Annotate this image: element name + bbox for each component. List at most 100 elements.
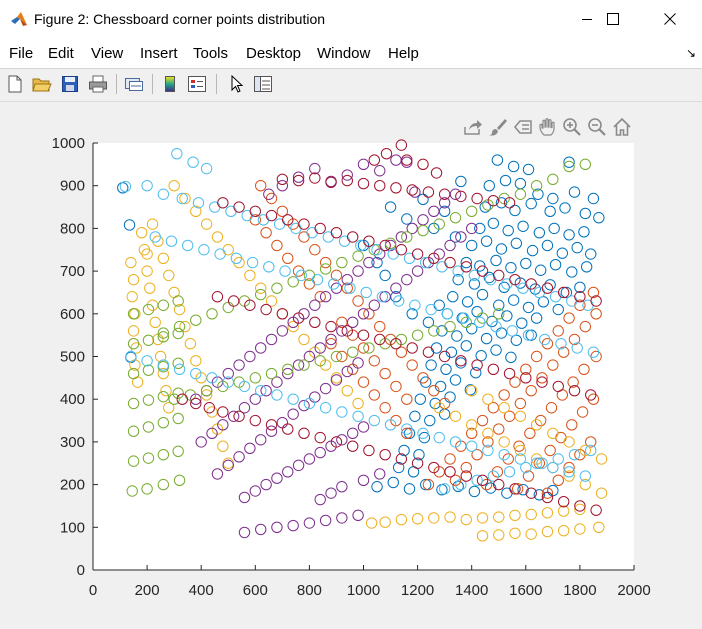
scatter-point <box>499 174 512 187</box>
link-plot-icon <box>125 78 143 91</box>
scatter-point <box>428 205 440 218</box>
pan-button[interactable] <box>537 116 559 138</box>
scatter-point <box>422 316 435 329</box>
scatter-point <box>265 295 278 307</box>
scatter-point <box>587 192 600 205</box>
menu-help[interactable]: Help <box>388 45 419 62</box>
export-button[interactable] <box>462 116 484 138</box>
menu-window[interactable]: Window <box>317 45 371 62</box>
scatter-point <box>172 327 184 340</box>
scatter-point <box>287 276 299 288</box>
dock-arrow-icon[interactable]: ↘ <box>686 46 697 60</box>
scatter-point <box>142 394 155 406</box>
scatter-point <box>160 384 172 397</box>
zoom-out-button[interactable] <box>586 116 608 138</box>
scatter-point <box>172 445 184 457</box>
scatter-point <box>127 308 140 320</box>
menu-edit[interactable]: Edit <box>48 45 74 62</box>
close-button[interactable] <box>647 0 693 38</box>
scatter-point <box>265 419 278 431</box>
scatter-point <box>249 485 262 497</box>
scatter-point <box>222 367 234 380</box>
property-inspector-button[interactable] <box>251 72 275 96</box>
scatter-point <box>125 350 137 363</box>
scatter-point <box>471 359 483 371</box>
scatter-point <box>142 364 155 376</box>
scatter-point <box>547 427 559 440</box>
scatter-point <box>271 282 283 294</box>
scatter-point <box>563 160 575 173</box>
data-tips-button[interactable] <box>512 116 534 138</box>
scatter-point <box>309 172 321 184</box>
open-file-button[interactable] <box>30 72 54 96</box>
scatter-point <box>444 239 456 252</box>
link-plot-button[interactable] <box>122 72 146 96</box>
save-button[interactable] <box>58 72 82 96</box>
scatter-point <box>244 442 256 455</box>
menu-desktop[interactable]: Desktop <box>246 45 302 62</box>
scatter-point <box>233 201 245 213</box>
scatter-point <box>141 265 153 277</box>
scatter-point <box>482 427 494 440</box>
scatter-point <box>530 350 543 363</box>
scatter-point <box>434 380 447 393</box>
scatter-point <box>552 325 564 337</box>
scatter-point <box>163 269 175 282</box>
new-figure-button[interactable] <box>3 72 27 96</box>
menu-view[interactable]: View <box>91 45 124 62</box>
scatter-point <box>417 193 429 206</box>
scatter-point <box>455 231 467 243</box>
scatter-point <box>365 517 378 529</box>
scatter-point <box>255 288 267 301</box>
scatter-point <box>568 186 581 198</box>
scatter-point <box>510 237 523 250</box>
print-button[interactable] <box>86 72 110 96</box>
scatter-point <box>568 384 581 397</box>
insert-colorbar-button[interactable] <box>158 72 182 96</box>
scatter-point <box>341 174 353 187</box>
scatter-point <box>440 363 452 376</box>
scatter-point <box>276 325 289 337</box>
scatter-point <box>466 419 478 431</box>
scatter-point <box>530 312 543 324</box>
y-tick-label: 600 <box>60 306 85 323</box>
title-bar: Figure 2: Chessboard corner points distr… <box>0 0 702 38</box>
zoom-in-button[interactable] <box>561 116 583 138</box>
scatter-point <box>563 461 575 474</box>
maximize-button[interactable] <box>590 0 636 38</box>
minimize-button[interactable] <box>564 0 610 38</box>
menu-file[interactable]: File <box>9 45 34 62</box>
scatter-point <box>476 288 489 301</box>
scatter-point <box>498 449 510 461</box>
x-tick-label: 600 <box>243 582 268 599</box>
scatter-point <box>127 455 140 467</box>
scatter-point <box>379 291 391 303</box>
scatter-point <box>483 180 495 192</box>
scatter-point <box>514 453 527 465</box>
scatter-point <box>516 317 528 329</box>
scatter-point <box>298 359 310 371</box>
scatter-point <box>444 453 456 465</box>
scatter-point <box>444 256 456 269</box>
insert-legend-button[interactable] <box>185 72 209 96</box>
menu-tools[interactable]: Tools <box>193 45 229 62</box>
scatter-point <box>406 359 418 371</box>
scatter-point <box>309 299 321 311</box>
home-button[interactable] <box>611 116 633 138</box>
scatter-point <box>357 158 370 171</box>
scatter-point <box>563 470 575 482</box>
y-tick-label: 400 <box>60 391 85 408</box>
scatter-point <box>468 485 481 498</box>
edit-plot-button[interactable] <box>224 72 248 96</box>
brush-button[interactable] <box>487 116 509 138</box>
scatter-point <box>227 295 240 307</box>
scatter-point <box>495 243 508 255</box>
scatter-point <box>571 342 583 354</box>
y-tick-label: 700 <box>60 263 85 280</box>
scatter-point <box>352 250 364 262</box>
scatter-point <box>539 333 551 346</box>
scatter-point <box>490 344 502 356</box>
menu-insert[interactable]: Insert <box>140 45 178 62</box>
scatter-point <box>480 478 493 491</box>
scatter-point <box>441 308 454 320</box>
